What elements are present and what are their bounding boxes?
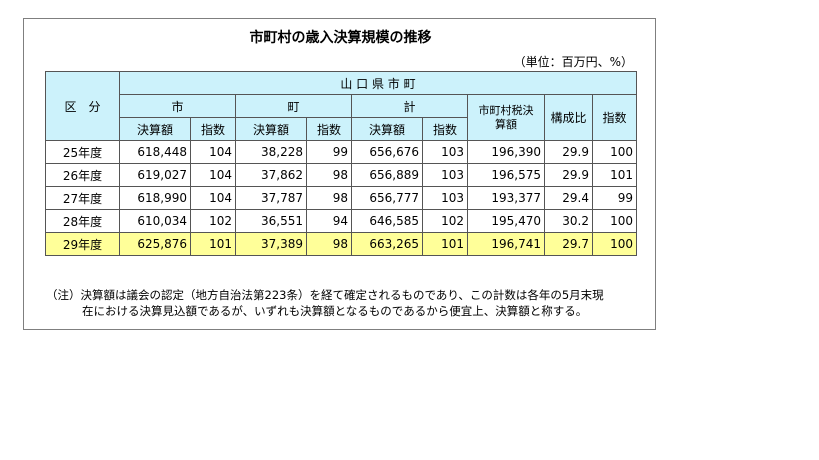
town-amount-header: 決算額 bbox=[235, 117, 307, 141]
cell-total-index: 102 bbox=[422, 209, 468, 233]
cell-total-index: 103 bbox=[422, 163, 468, 187]
footnote-line-1: （注）決算額は議会の認定（地方自治法第223条）を経て確定されるものであり、この… bbox=[46, 288, 604, 302]
region-header: 山 口 県 市 町 bbox=[119, 71, 637, 95]
cell-total-amount: 656,777 bbox=[351, 186, 423, 210]
cell-composition: 29.4 bbox=[544, 186, 593, 210]
cell-town-index: 98 bbox=[306, 186, 352, 210]
cell-tax-index: 99 bbox=[592, 186, 637, 210]
cell-year: 28年度 bbox=[45, 209, 120, 233]
cell-year: 27年度 bbox=[45, 186, 120, 210]
cell-city-amount: 618,990 bbox=[119, 186, 191, 210]
category-header: 区 分 bbox=[45, 71, 120, 141]
revenue-table: 区 分 山 口 県 市 町 市 町 計 市町村税決算額 構成比 指数 決算額 指… bbox=[45, 71, 637, 256]
total-index-header: 指数 bbox=[422, 117, 468, 141]
cell-tax-index: 100 bbox=[592, 140, 637, 164]
town-header: 町 bbox=[235, 94, 352, 118]
town-index-header: 指数 bbox=[306, 117, 352, 141]
total-amount-header: 決算額 bbox=[351, 117, 423, 141]
cell-year: 29年度 bbox=[45, 232, 120, 256]
cell-town-index: 98 bbox=[306, 232, 352, 256]
footnote-line-2: 在における決算見込額であるが、いずれも決算額となるものであるから便宜上、決算額と… bbox=[82, 304, 588, 318]
cell-year: 25年度 bbox=[45, 140, 120, 164]
page-title: 市町村の歳入決算規模の推移 bbox=[249, 30, 432, 46]
cell-city-index: 101 bbox=[190, 232, 236, 256]
cell-town-index: 99 bbox=[306, 140, 352, 164]
table-row: 29年度 625,876 101 37,389 98 663,265 101 196,741 2… bbox=[45, 232, 637, 256]
cell-total-amount: 656,889 bbox=[351, 163, 423, 187]
cell-tax-amount: 196,741 bbox=[467, 232, 545, 256]
cell-town-amount: 37,862 bbox=[235, 163, 307, 187]
cell-tax-amount: 196,575 bbox=[467, 163, 545, 187]
table-row: 26年度 619,027 104 37,862 98 656,889 103 196,575 2… bbox=[45, 163, 637, 187]
municipal-tax-header: 市町村税決算額 bbox=[467, 94, 545, 141]
cell-composition: 29.9 bbox=[544, 163, 593, 187]
cell-town-amount: 37,787 bbox=[235, 186, 307, 210]
cell-total-index: 103 bbox=[422, 140, 468, 164]
cell-total-amount: 646,585 bbox=[351, 209, 423, 233]
cell-tax-amount: 193,377 bbox=[467, 186, 545, 210]
footnote: （注）決算額は議会の認定（地方自治法第223条）を経て確定されるものであり、この… bbox=[46, 287, 604, 319]
cell-town-index: 94 bbox=[306, 209, 352, 233]
cell-city-amount: 618,448 bbox=[119, 140, 191, 164]
cell-total-index: 101 bbox=[422, 232, 468, 256]
composition-header: 構成比 bbox=[544, 94, 593, 141]
city-index-header: 指数 bbox=[190, 117, 236, 141]
cell-total-amount: 663,265 bbox=[351, 232, 423, 256]
cell-composition: 29.9 bbox=[544, 140, 593, 164]
cell-city-index: 102 bbox=[190, 209, 236, 233]
cell-city-amount: 610,034 bbox=[119, 209, 191, 233]
table-frame: 市町村の歳入決算規模の推移 （単位：百万円、%） 区 分 山 口 県 市 町 市… bbox=[23, 18, 656, 330]
table-row: 25年度 618,448 104 38,228 99 656,676 103 196,390 2… bbox=[45, 140, 637, 164]
cell-tax-amount: 196,390 bbox=[467, 140, 545, 164]
cell-tax-index: 101 bbox=[592, 163, 637, 187]
cell-total-amount: 656,676 bbox=[351, 140, 423, 164]
cell-composition: 30.2 bbox=[544, 209, 593, 233]
total-header: 計 bbox=[351, 94, 468, 118]
city-header: 市 bbox=[119, 94, 236, 118]
cell-town-index: 98 bbox=[306, 163, 352, 187]
cell-town-amount: 36,551 bbox=[235, 209, 307, 233]
tax-index-header: 指数 bbox=[592, 94, 637, 141]
cell-tax-index: 100 bbox=[592, 232, 637, 256]
unit-label: （単位：百万円、%） bbox=[513, 55, 633, 69]
cell-tax-index: 100 bbox=[592, 209, 637, 233]
cell-city-index: 104 bbox=[190, 186, 236, 210]
table-row: 27年度 618,990 104 37,787 98 656,777 103 193,377 2… bbox=[45, 186, 637, 210]
cell-town-amount: 38,228 bbox=[235, 140, 307, 164]
cell-city-amount: 625,876 bbox=[119, 232, 191, 256]
city-amount-header: 決算額 bbox=[119, 117, 191, 141]
cell-year: 26年度 bbox=[45, 163, 120, 187]
cell-town-amount: 37,389 bbox=[235, 232, 307, 256]
cell-city-index: 104 bbox=[190, 140, 236, 164]
cell-city-index: 104 bbox=[190, 163, 236, 187]
table-row: 28年度 610,034 102 36,551 94 646,585 102 195,470 3… bbox=[45, 209, 637, 233]
cell-total-index: 103 bbox=[422, 186, 468, 210]
cell-composition: 29.7 bbox=[544, 232, 593, 256]
cell-tax-amount: 195,470 bbox=[467, 209, 545, 233]
cell-city-amount: 619,027 bbox=[119, 163, 191, 187]
